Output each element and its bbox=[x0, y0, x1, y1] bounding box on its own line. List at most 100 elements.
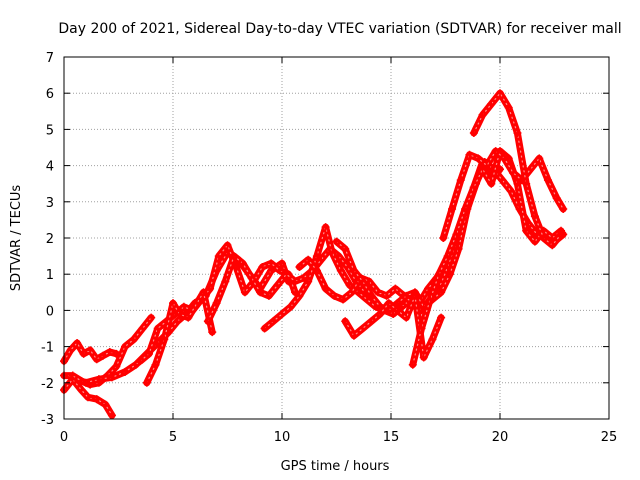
data-point bbox=[513, 129, 522, 138]
data-point bbox=[456, 176, 465, 185]
data-point bbox=[321, 284, 330, 293]
data-point bbox=[548, 241, 557, 250]
data-point bbox=[336, 266, 345, 275]
y-axis-label: SDTVAR / TECUs bbox=[9, 185, 24, 292]
data-point bbox=[557, 230, 566, 239]
x-tick-label: 0 bbox=[60, 430, 68, 445]
data-point bbox=[73, 338, 82, 347]
series-trace-texture bbox=[412, 150, 562, 366]
y-tick-label: 4 bbox=[46, 160, 54, 175]
y-tick-label: 0 bbox=[46, 304, 54, 319]
data-point bbox=[312, 252, 321, 261]
x-tick-label: 15 bbox=[383, 430, 400, 445]
data-point bbox=[530, 212, 539, 221]
data-point bbox=[212, 299, 221, 308]
data-point bbox=[339, 295, 348, 304]
series-trace-texture bbox=[298, 161, 501, 311]
data-point bbox=[151, 360, 160, 369]
data-point bbox=[86, 346, 95, 355]
data-point bbox=[269, 317, 278, 326]
data-point bbox=[454, 244, 463, 253]
data-point bbox=[264, 291, 273, 300]
data-point bbox=[99, 351, 108, 360]
data-point bbox=[192, 299, 201, 308]
data-point bbox=[443, 252, 452, 261]
data-point bbox=[367, 291, 376, 300]
data-point bbox=[469, 183, 478, 192]
data-point bbox=[77, 386, 86, 395]
data-point bbox=[206, 284, 215, 293]
data-point bbox=[94, 375, 103, 384]
series-trace-texture bbox=[63, 342, 117, 362]
data-point bbox=[142, 378, 151, 387]
y-tick-label: -1 bbox=[41, 341, 54, 356]
data-point bbox=[147, 313, 156, 322]
data-point bbox=[160, 335, 169, 344]
data-point bbox=[79, 349, 88, 358]
data-point bbox=[539, 234, 548, 242]
data-point bbox=[332, 237, 341, 246]
data-point bbox=[376, 310, 385, 319]
data-point bbox=[321, 223, 330, 232]
x-tick-label: 20 bbox=[492, 430, 509, 445]
data-point bbox=[129, 335, 138, 344]
y-tick-label: 5 bbox=[46, 123, 54, 138]
data-point bbox=[256, 288, 265, 297]
data-point bbox=[304, 277, 313, 286]
x-axis-label: GPS time / hours bbox=[281, 459, 390, 474]
data-point bbox=[349, 266, 358, 275]
data-point bbox=[341, 317, 350, 326]
x-tick-label: 5 bbox=[169, 430, 177, 445]
series-arc-6 bbox=[142, 288, 217, 387]
data-point bbox=[367, 317, 376, 326]
data-point bbox=[273, 281, 282, 290]
data-point bbox=[448, 205, 457, 214]
data-point bbox=[208, 328, 217, 337]
data-point bbox=[153, 324, 162, 333]
data-point bbox=[240, 288, 249, 297]
x-tick-label: 25 bbox=[601, 430, 618, 445]
data-point bbox=[136, 357, 145, 366]
y-tick-label: 6 bbox=[46, 87, 54, 102]
data-point bbox=[267, 266, 276, 275]
data-point bbox=[506, 186, 515, 195]
data-point bbox=[393, 299, 402, 308]
data-point bbox=[469, 129, 478, 138]
data-point bbox=[487, 179, 496, 188]
data-point bbox=[478, 110, 487, 119]
data-point bbox=[341, 244, 350, 253]
data-point bbox=[121, 367, 130, 376]
data-point bbox=[439, 234, 448, 242]
chart-title: Day 200 of 2021, Sidereal Day-to-day VTE… bbox=[58, 21, 621, 37]
y-tick-label: 7 bbox=[46, 51, 54, 66]
series-trace-texture bbox=[63, 317, 152, 386]
data-point bbox=[275, 266, 284, 275]
data-point bbox=[169, 299, 177, 308]
data-point bbox=[175, 310, 184, 319]
data-point bbox=[282, 270, 291, 279]
data-point bbox=[68, 371, 77, 380]
data-point bbox=[330, 291, 339, 300]
data-point bbox=[358, 277, 367, 286]
data-point bbox=[509, 168, 518, 177]
data-point bbox=[66, 346, 75, 355]
data-point bbox=[92, 395, 101, 404]
data-point bbox=[487, 100, 496, 109]
data-point bbox=[382, 291, 391, 300]
data-point bbox=[121, 342, 130, 351]
data-point bbox=[513, 179, 522, 188]
data-point bbox=[349, 331, 358, 340]
data-point bbox=[373, 288, 382, 297]
data-point bbox=[465, 150, 474, 159]
y-tick-label: 3 bbox=[46, 196, 54, 211]
data-point bbox=[402, 313, 411, 322]
data-point bbox=[238, 259, 247, 268]
data-point bbox=[291, 277, 300, 286]
data-point bbox=[101, 400, 110, 409]
data-point bbox=[445, 270, 454, 279]
data-point bbox=[491, 147, 500, 156]
y-tick-label: -2 bbox=[41, 377, 54, 392]
data-point bbox=[214, 252, 223, 261]
data-point bbox=[500, 154, 509, 163]
data-point bbox=[286, 302, 295, 311]
